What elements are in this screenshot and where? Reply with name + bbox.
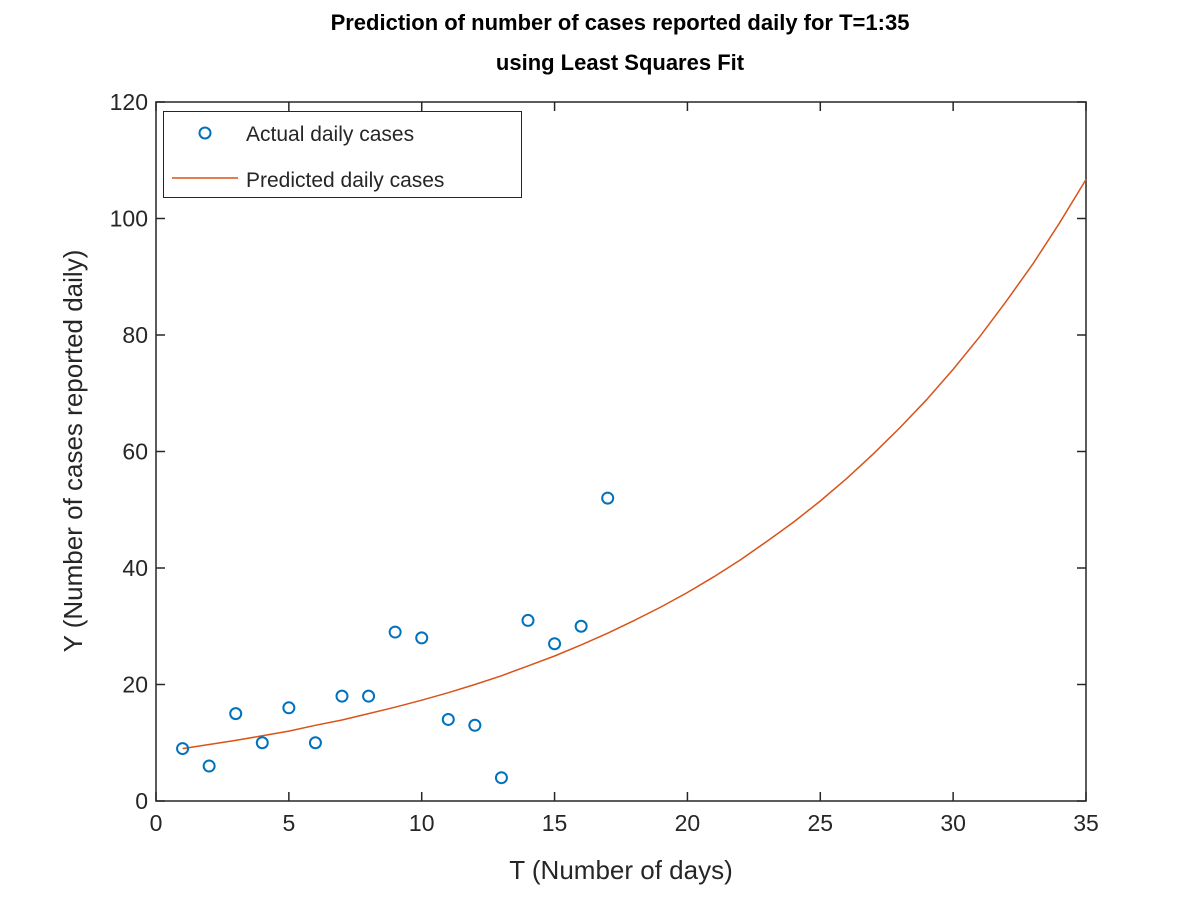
y-tick-label: 60 <box>122 439 148 465</box>
chart-title-line-1: Prediction of number of cases reported d… <box>331 10 910 35</box>
x-tick-label: 20 <box>675 810 701 836</box>
actual-case-point <box>282 701 296 715</box>
actual-case-point <box>521 613 535 627</box>
y-tick-label: 20 <box>122 672 148 698</box>
actual-case-point <box>468 718 482 732</box>
y-tick-label: 100 <box>110 206 148 232</box>
actual-case-point <box>548 637 562 651</box>
x-tick-label: 10 <box>409 810 435 836</box>
x-tick-label: 0 <box>150 810 163 836</box>
axes: 0 5 10 15 20 25 30 35 0 20 40 60 80 100 120 <box>110 89 1099 836</box>
legend-marker-actual <box>198 126 212 140</box>
plot-marks <box>176 179 1087 785</box>
actual-case-point <box>494 771 508 785</box>
y-tick-label: 0 <box>135 788 148 814</box>
x-tick-label: 15 <box>542 810 568 836</box>
predicted-cases-line <box>182 179 1087 750</box>
actual-case-point <box>202 759 216 773</box>
actual-case-point <box>601 491 615 505</box>
actual-case-point <box>335 689 349 703</box>
y-tick-label: 120 <box>110 89 148 115</box>
actual-case-point <box>415 631 429 645</box>
actual-case-point <box>229 707 243 721</box>
actual-case-point <box>574 619 588 633</box>
x-tick-label: 35 <box>1073 810 1099 836</box>
y-tick-label: 40 <box>122 555 148 581</box>
y-tick-label: 80 <box>122 322 148 348</box>
axes-box <box>155 101 1087 802</box>
actual-case-point <box>308 736 322 750</box>
x-axis-label: T (Number of days) <box>509 855 732 885</box>
y-axis-label: Y (Number of cases reported daily) <box>58 250 88 653</box>
legend-label-predicted: Predicted daily cases <box>246 169 444 192</box>
x-tick-label: 25 <box>807 810 833 836</box>
x-tick-label: 5 <box>282 810 295 836</box>
actual-case-point <box>176 742 190 756</box>
actual-case-point <box>362 689 376 703</box>
actual-case-point <box>255 736 269 750</box>
x-tick-label: 30 <box>940 810 966 836</box>
legend: Actual daily cases Predicted daily cases <box>163 111 522 198</box>
legend-box <box>163 111 522 198</box>
chart-title-line-2: using Least Squares Fit <box>496 50 745 75</box>
legend-label-actual: Actual daily cases <box>246 123 414 146</box>
actual-case-point <box>441 712 455 726</box>
actual-case-point <box>388 625 402 639</box>
